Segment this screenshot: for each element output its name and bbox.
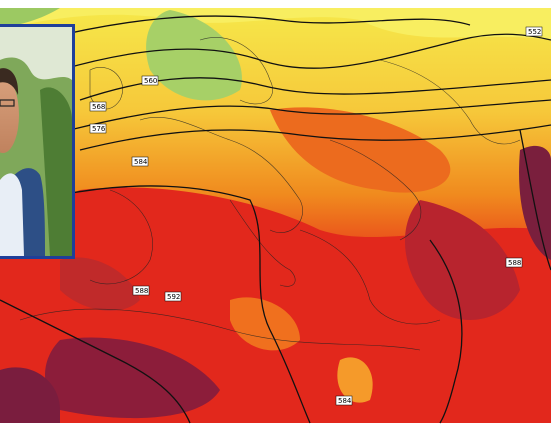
contour-label: 592 [167,293,180,301]
contour-label: 560 [144,77,157,85]
contour-label: 588 [508,259,521,267]
contour-label: 568 [92,103,105,111]
contour-label: 576 [92,125,106,133]
contour-label: 552 [528,28,541,36]
map-field [0,8,551,423]
inset-photo [0,24,75,259]
contour-labels: 552 560 568 576 584 588 592 588 584 [89,26,543,406]
contour-lines [0,15,551,424]
contour-label: 584 [338,397,352,405]
contour-label: 584 [134,158,148,166]
coastlines [19,37,521,351]
contour-label: 588 [135,287,148,295]
